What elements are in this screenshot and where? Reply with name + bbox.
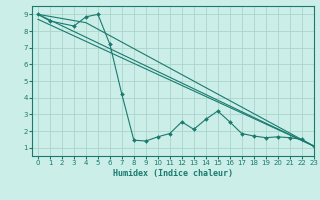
X-axis label: Humidex (Indice chaleur): Humidex (Indice chaleur): [113, 169, 233, 178]
